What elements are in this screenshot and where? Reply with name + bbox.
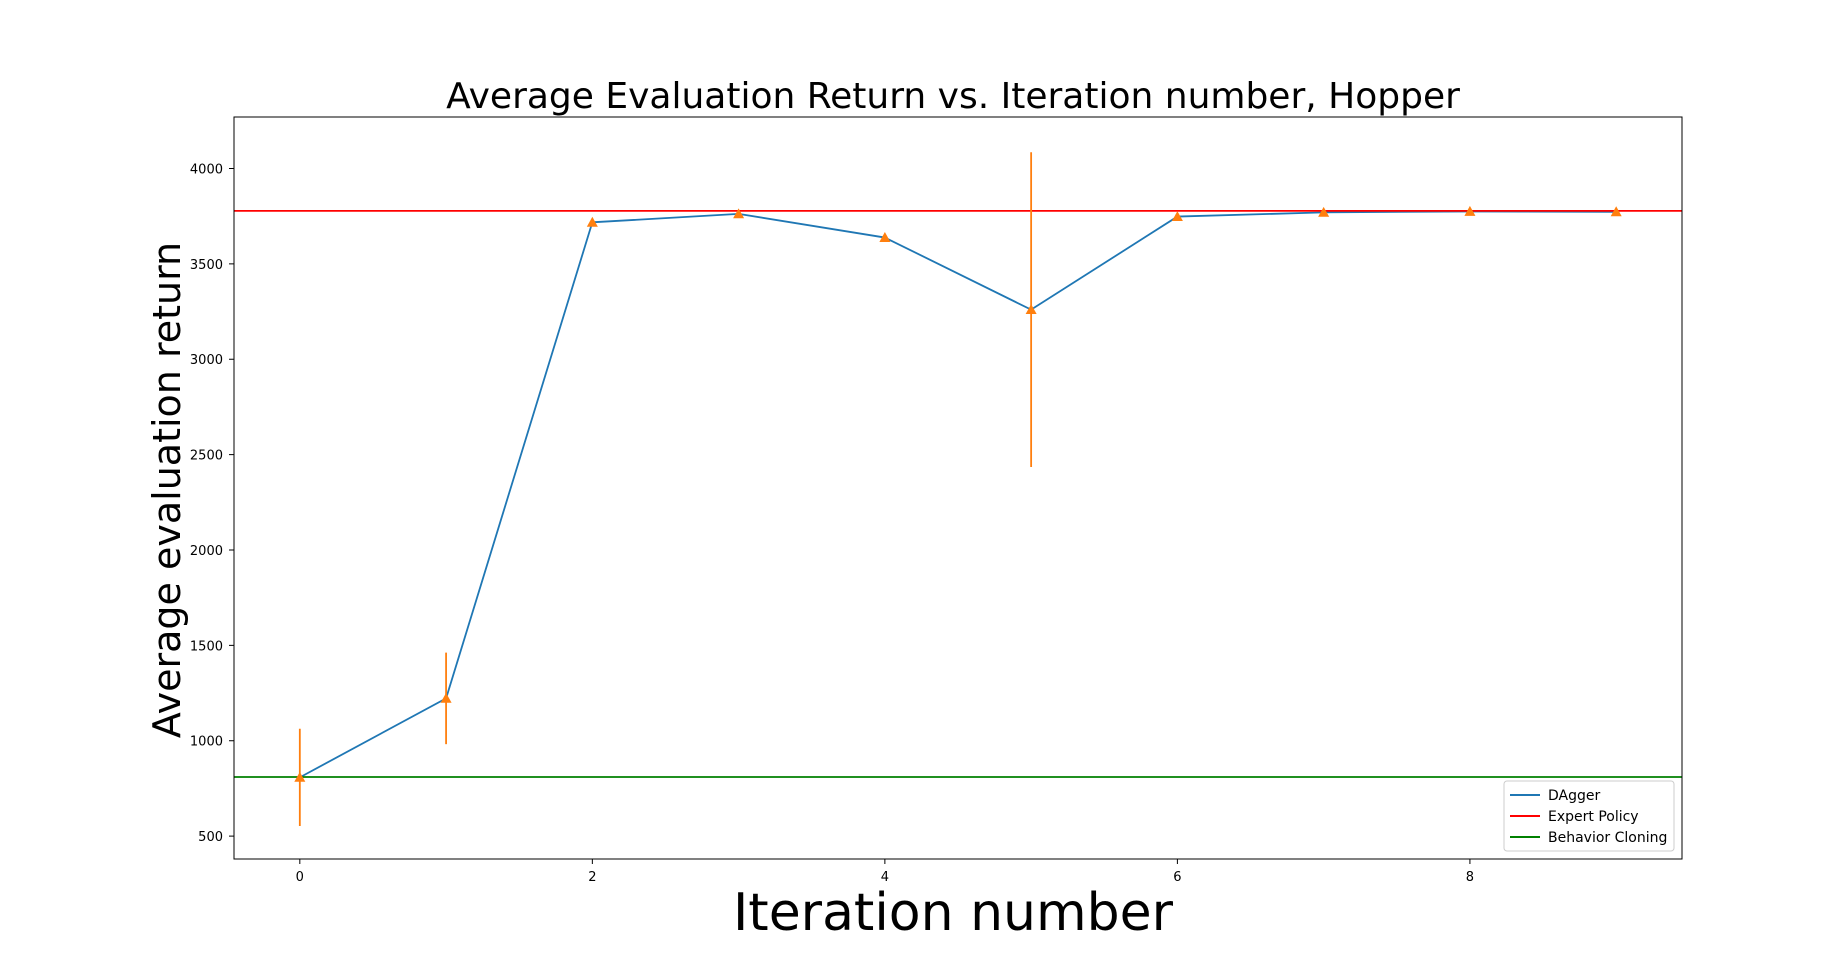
- legend-label: Expert Policy: [1548, 809, 1639, 825]
- data-point: [294, 771, 306, 782]
- y-tick-label: 500: [198, 830, 223, 845]
- chart-title: Average Evaluation Return vs. Iteration …: [446, 76, 1460, 117]
- y-tick-label: 3000: [190, 353, 223, 368]
- y-tick-label: 2500: [190, 449, 223, 464]
- x-tick-label: 2: [588, 870, 596, 885]
- data-point: [1171, 211, 1183, 221]
- x-tick-label: 4: [881, 870, 889, 885]
- x-tick-label: 0: [296, 870, 304, 885]
- legend: DAgger Expert Policy Behavior Cloning: [1503, 780, 1675, 852]
- y-axis-label: Average evaluation return: [145, 242, 189, 738]
- legend-label: DAgger: [1548, 788, 1600, 804]
- y-tick-label: 1500: [190, 639, 223, 654]
- data-point: [586, 216, 598, 227]
- y-tick-label: 2000: [190, 544, 223, 559]
- data-point: [733, 208, 745, 219]
- x-tick-label: 6: [1173, 870, 1181, 885]
- legend-label: Behavior Cloning: [1548, 830, 1667, 846]
- y-tick-label: 4000: [190, 163, 223, 178]
- data-point: [1318, 206, 1330, 217]
- legend-box: [1503, 780, 1675, 852]
- plot-frame: [233, 116, 1683, 860]
- data-point: [440, 692, 452, 703]
- plot-area: 0 2 4 6 8 500 1000 1500 2000 2500 3000 3500 4000: [190, 116, 1683, 885]
- y-tick-label: 3500: [190, 258, 223, 273]
- x-axis-label: Iteration number: [733, 883, 1174, 943]
- series-line-dagger: [299, 210, 1617, 779]
- data-point: [879, 232, 891, 242]
- x-tick-label: 8: [1466, 870, 1474, 885]
- data-point: [1025, 304, 1037, 315]
- data-point: [1464, 205, 1476, 216]
- data-point: [1610, 206, 1622, 217]
- y-tick-label: 1000: [190, 735, 223, 750]
